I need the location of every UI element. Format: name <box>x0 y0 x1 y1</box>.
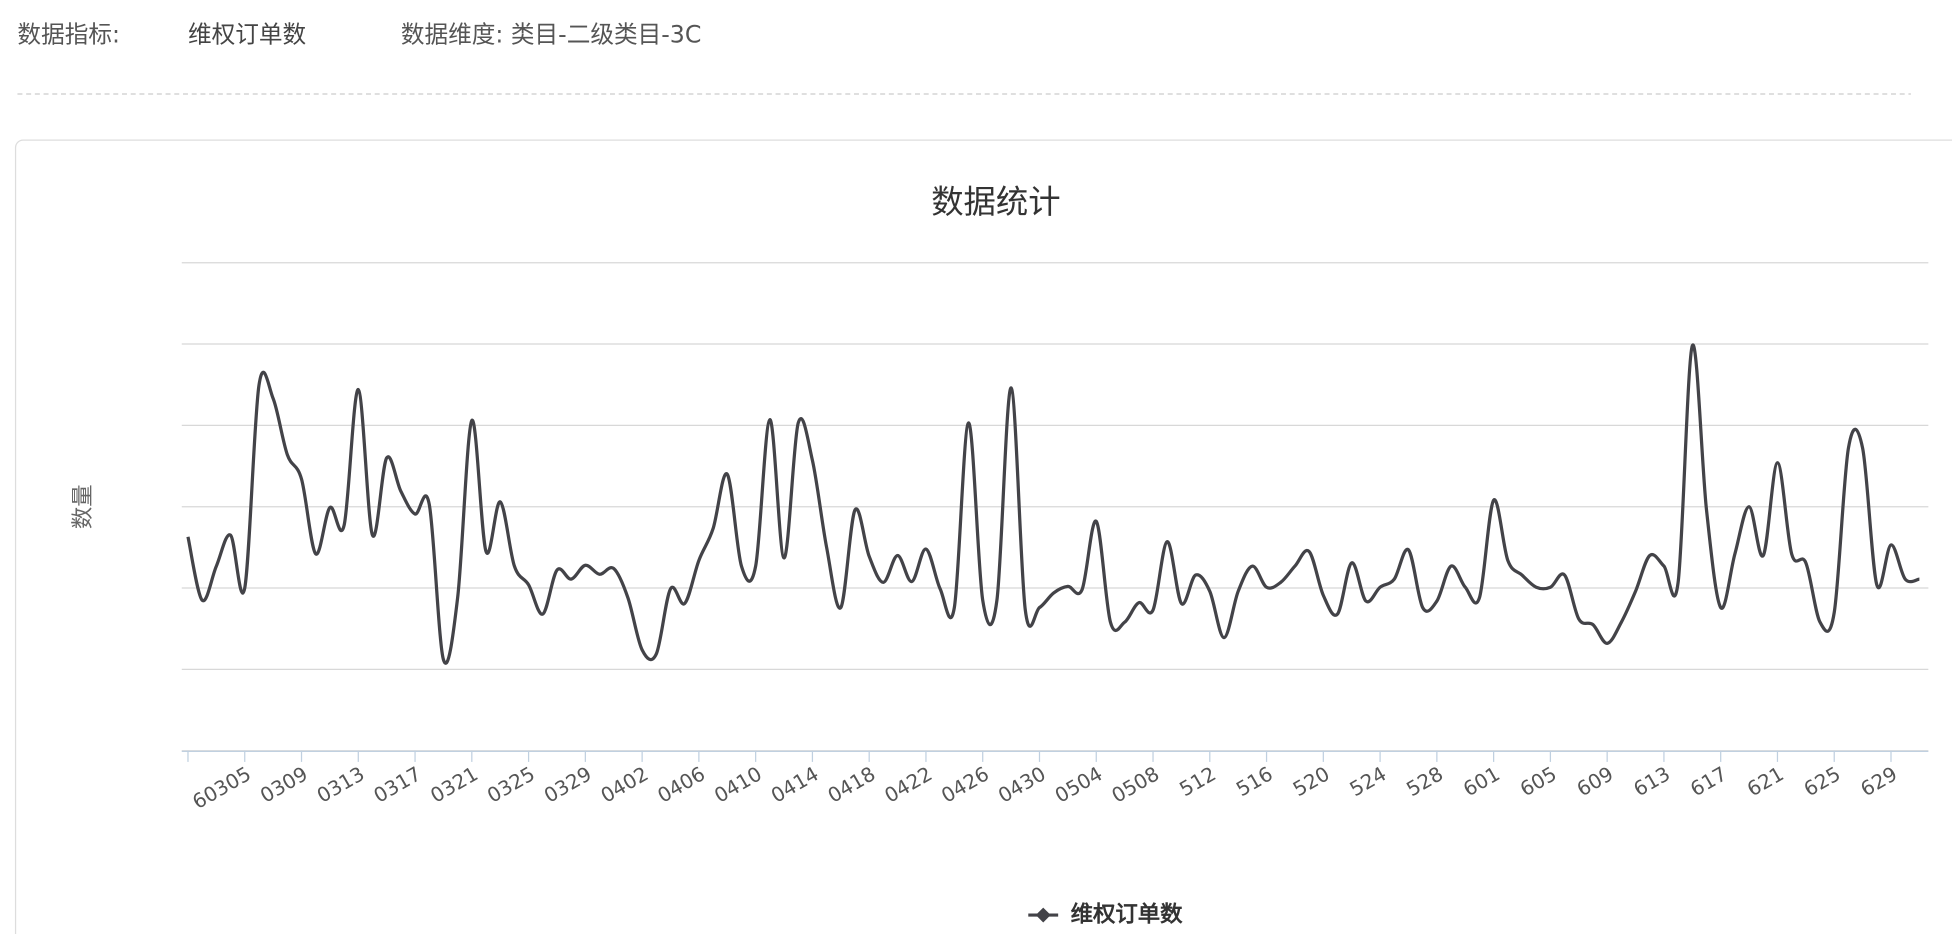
legend-label: 维权订单数 <box>1071 901 1184 928</box>
chart-title: 数据统计 <box>931 183 1060 221</box>
metric-label: 数据指标: <box>17 21 120 49</box>
y-axis-label: 数量 <box>70 484 96 529</box>
metric-value: 维权订单数 <box>188 21 306 49</box>
dimension: 数据维度: 类目-二级类目-3C <box>401 21 702 49</box>
chart-panel <box>14 139 1952 934</box>
series-line <box>186 343 1920 665</box>
